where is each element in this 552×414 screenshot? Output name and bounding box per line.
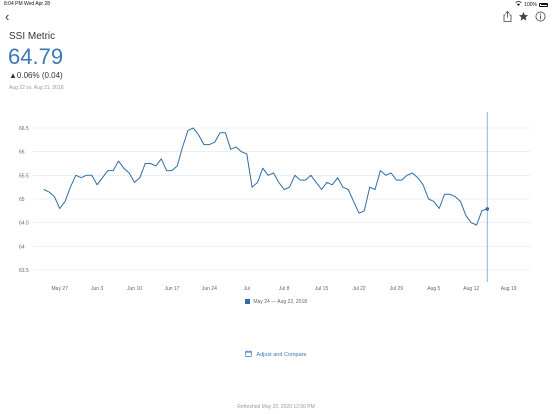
y-tick-label: 64.5: [19, 221, 29, 227]
metric-change: ▲0.06% (0.04): [9, 71, 63, 80]
x-tick-label: Aug 12: [463, 286, 479, 292]
line-chart[interactable]: 66.5 66 65.5 65 64.5 64 63.5 May 27 Jun 3 Jun 10…: [0, 110, 552, 300]
adjust-compare-label: Adjust and Compare: [256, 352, 307, 358]
status-indicators: 100%: [515, 1, 548, 8]
series-line: [43, 127, 488, 226]
y-tick-label: 65: [19, 197, 25, 203]
calendar-icon: [245, 350, 253, 357]
x-tick-label: Jul 22: [352, 286, 366, 292]
x-tick-label: Jul 8: [279, 286, 290, 292]
x-tick-label: Jun 10: [127, 286, 142, 292]
toolbar: [503, 11, 546, 22]
x-tick-label: Jul 29: [390, 286, 404, 292]
battery-percent: 100%: [524, 1, 537, 8]
legend-swatch: [244, 299, 250, 304]
battery-icon: [539, 2, 548, 7]
x-tick-label: Jun 3: [91, 286, 103, 292]
y-tick-label: 63.5: [19, 268, 29, 274]
legend: May 24 — Aug 22, 2018: [0, 299, 552, 305]
x-tick-label: Jun 24: [202, 286, 217, 292]
y-tick-label: 64: [19, 244, 25, 250]
metric-compare-dates: Aug 22 vs. Aug 21, 2018: [9, 85, 64, 91]
back-chevron-icon[interactable]: ‹: [5, 9, 10, 24]
share-icon[interactable]: [503, 11, 512, 22]
metric-title: SSI Metric: [9, 31, 56, 42]
status-date: Wed Apr 28: [24, 1, 51, 7]
x-tick-label: May 27: [52, 286, 69, 292]
y-tick-label: 66: [19, 150, 25, 156]
x-tick-label: Jun 17: [164, 286, 179, 292]
status-bar: 8:04 PM Wed Apr 28 100%: [0, 0, 552, 9]
highlight-point: [485, 207, 490, 211]
info-icon[interactable]: [535, 11, 546, 22]
chart-grid: [33, 127, 530, 271]
status-time-clock: 8:04 PM: [4, 1, 23, 7]
refreshed-timestamp: Refreshed May 20, 2020 12:00 PM: [237, 404, 315, 410]
y-tick-label: 65.5: [19, 173, 29, 179]
x-tick-label: Aug 5: [427, 286, 440, 292]
x-tick-label: Jul 15: [315, 286, 329, 292]
star-icon[interactable]: [518, 11, 529, 22]
legend-label: May 24 — Aug 22, 2018: [253, 299, 308, 305]
x-tick-label: Jul: [244, 286, 250, 292]
y-axis-ticks: 66.5 66 65.5 65 64.5 64 63.5: [19, 126, 29, 274]
x-axis-ticks: May 27 Jun 3 Jun 10 Jun 17 Jun 24 Jul Jul 8 Jul…: [52, 286, 517, 292]
status-time: 8:04 PM Wed Apr 28: [4, 1, 50, 7]
metric-value: 64.79: [8, 44, 64, 69]
adjust-compare-button[interactable]: Adjust and Compare: [0, 350, 552, 358]
y-tick-label: 66.5: [19, 126, 29, 132]
wifi-icon: [515, 1, 522, 8]
x-tick-label: Aug 19: [501, 286, 517, 292]
